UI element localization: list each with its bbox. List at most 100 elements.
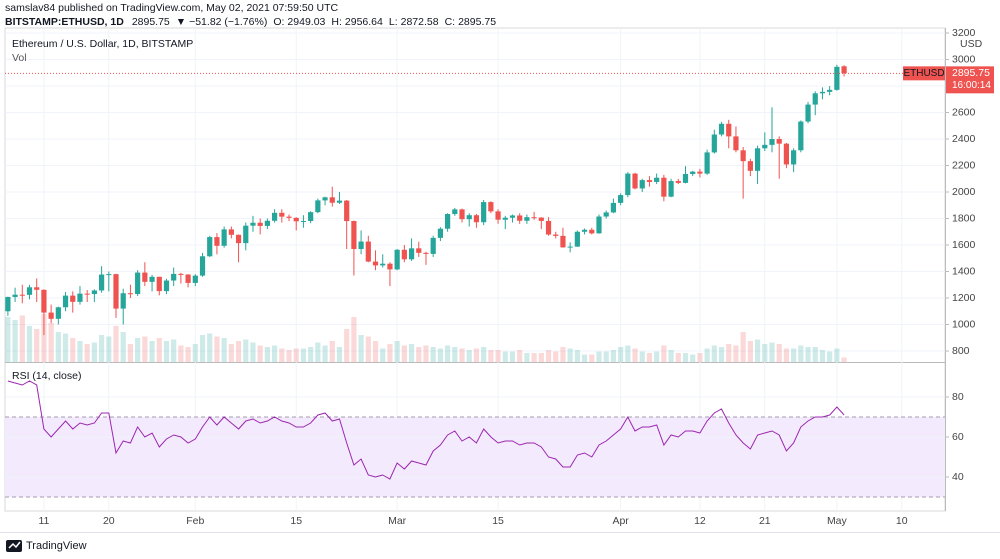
y-tick-label: 1400 — [952, 265, 976, 277]
volume-bar — [841, 357, 847, 362]
symbol-tag-label: ETHUSD — [903, 68, 944, 79]
candle-body — [776, 139, 782, 144]
candle-body — [718, 123, 725, 135]
ohlc-label: C: — [445, 16, 456, 28]
logo — [6, 540, 22, 552]
currency-label: USD — [960, 38, 983, 50]
volume-bar — [545, 350, 552, 362]
y-tick-label: 2600 — [952, 106, 976, 118]
x-tick-label: May — [827, 515, 848, 527]
volume-bar — [704, 348, 710, 362]
y-tick-label: 3000 — [952, 53, 976, 65]
candle-body — [98, 274, 105, 291]
candle-body — [704, 152, 710, 174]
candle-body — [171, 273, 177, 281]
candle-body — [430, 237, 436, 254]
volume-bar — [5, 317, 11, 362]
volume-bar — [791, 348, 797, 362]
volume-bar — [250, 342, 256, 362]
volume-bar — [776, 344, 782, 362]
candle-body — [618, 195, 624, 203]
volume-bar — [754, 339, 761, 362]
volume-bar — [430, 347, 436, 362]
volume-bar — [747, 341, 753, 362]
symbol-tag — [903, 66, 945, 81]
x-tick-label: 11 — [38, 515, 49, 527]
candle-body — [747, 161, 753, 171]
rsi-tick-label: 80 — [952, 391, 964, 403]
volume-bar — [300, 348, 307, 362]
candle-body — [798, 121, 804, 151]
volume-bar — [769, 342, 775, 362]
rsi-band — [5, 417, 945, 497]
volume-bar — [243, 339, 249, 362]
candle-body — [769, 139, 775, 145]
candle-body — [300, 221, 307, 223]
candle-body — [329, 197, 335, 203]
candle-body — [77, 293, 83, 302]
volume-bar — [581, 354, 588, 362]
x-tick-label: Apr — [612, 515, 629, 527]
candle-body — [841, 66, 847, 74]
candle-body — [135, 272, 141, 295]
candle-body — [531, 217, 537, 219]
volume-bar — [675, 353, 681, 362]
volume-bar — [560, 347, 566, 362]
volume-bar — [603, 351, 609, 362]
candle-body — [589, 229, 595, 234]
candle-body — [113, 274, 119, 309]
volume-bar — [466, 350, 472, 362]
volume-bar — [711, 345, 717, 362]
candle-body — [812, 93, 818, 105]
candle-body — [625, 173, 631, 196]
ohlc-value: 2949.03 — [287, 16, 325, 28]
footer-brand: TradingView — [26, 540, 87, 552]
candle-body — [805, 104, 811, 122]
candle-body — [358, 241, 364, 249]
candle-body — [62, 295, 69, 308]
volume-bar — [120, 332, 126, 362]
y-tick-label: 3200 — [952, 27, 976, 39]
x-tick-label: 12 — [694, 515, 706, 527]
candle-body — [199, 256, 206, 276]
candle-body — [452, 209, 458, 215]
candle-body — [437, 228, 443, 238]
rsi-tick-label: 40 — [952, 471, 964, 483]
candle-body — [445, 214, 451, 229]
candle-body — [682, 174, 689, 183]
rsi-line — [7, 380, 845, 480]
volume-bar — [308, 347, 314, 362]
x-tick-label: 20 — [103, 515, 115, 527]
volume-bar — [827, 351, 833, 362]
volume-bar — [408, 344, 415, 362]
y-tick-label: 1000 — [952, 318, 976, 330]
candle-body — [416, 248, 422, 253]
volume-bar — [423, 345, 429, 362]
candle-body — [668, 181, 674, 197]
candle-body — [308, 212, 314, 222]
candle-body — [560, 235, 566, 248]
candle-body — [423, 252, 429, 254]
volume-bar — [55, 332, 61, 362]
volume-bar — [401, 345, 407, 362]
volume-label: Vol — [12, 52, 27, 64]
candle-body — [733, 136, 739, 151]
volume-bar — [41, 314, 47, 362]
volume-bar — [819, 350, 826, 362]
candle-body — [509, 215, 516, 218]
volume-bar — [12, 320, 18, 362]
y-tick-label: 2000 — [952, 186, 976, 198]
candle-body — [401, 249, 407, 260]
candle-body — [91, 290, 97, 295]
volume-bar — [380, 348, 386, 362]
candle-body — [481, 202, 487, 223]
rsi-label: RSI (14, close) — [12, 370, 81, 382]
volume-bar — [632, 348, 638, 362]
candle-body — [538, 217, 544, 221]
candle-body — [185, 274, 191, 283]
candle-body — [106, 274, 112, 276]
ohlc-label: L: — [389, 16, 398, 28]
volume-bar — [171, 339, 177, 362]
candle-body — [711, 134, 717, 153]
